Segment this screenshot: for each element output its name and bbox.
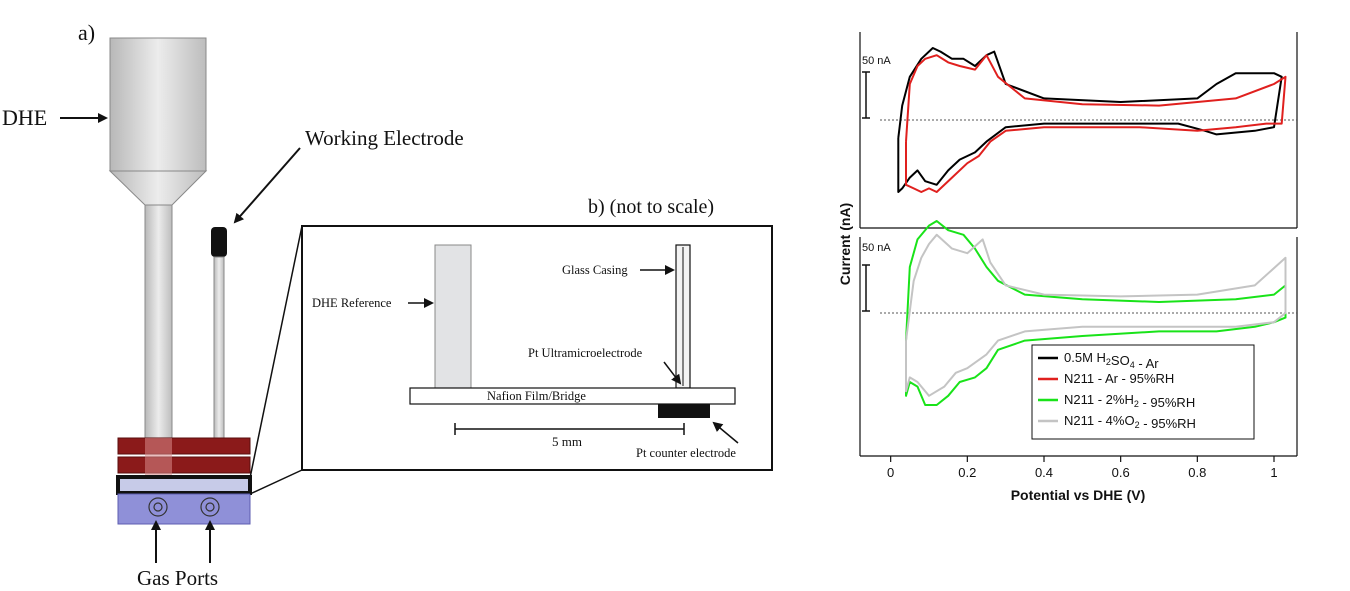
glass-casing-label: Glass Casing	[562, 263, 628, 277]
legend-label-3: N211 - 4%O2 - 95%RH	[1064, 413, 1196, 431]
pt-ultramicroelectrode-arrow	[663, 361, 682, 385]
pt-counter-electrode	[658, 404, 710, 418]
working-electrode-cap	[211, 227, 227, 257]
x-tick-label-4: 0.8	[1188, 465, 1206, 480]
gas-port-right	[200, 497, 220, 517]
dhe-reference-column	[434, 244, 472, 389]
panel-a: a) DHE Working Electrode Gas Ports	[2, 20, 464, 590]
gas-ports-label: Gas Ports	[137, 566, 218, 590]
gas-port-right-inner	[205, 502, 215, 512]
gas-chamber-block	[117, 493, 251, 525]
x-tick-label-5: 1	[1270, 465, 1277, 480]
dhe-taper	[108, 170, 208, 206]
panel-b-title: b) (not to scale)	[588, 196, 714, 218]
holder-plate-middle	[117, 456, 251, 474]
sample-clamp	[116, 475, 252, 495]
panel-b: b) (not to scale) DHE Reference Glass Ca…	[301, 196, 773, 471]
gas-port-left	[148, 497, 168, 517]
pt-counter-label: Pt counter electrode	[636, 446, 736, 460]
legend-label-0: 0.5M H2SO4 - Ar	[1064, 350, 1159, 371]
dhe-label: DHE	[2, 105, 47, 130]
series-layer	[897, 47, 1287, 406]
x-tick-layer: 0 0.2 0.4 0.6 0.8 1	[887, 456, 1278, 480]
pt-counter-arrow	[712, 421, 739, 444]
x-tick-label-3: 0.6	[1112, 465, 1130, 480]
legend-label-2: N211 - 2%H2 - 95%RH	[1064, 392, 1195, 410]
lower-scale-bar-label: 50 nA	[862, 242, 891, 254]
y-axis-label: Current (nA)	[837, 203, 853, 285]
gas-port-left-inner	[153, 502, 163, 512]
dhe-cylinder	[109, 37, 207, 172]
cv-series-1-1	[905, 233, 1287, 397]
x-tick-label-0: 0	[887, 465, 894, 480]
cv-series-1-0	[905, 220, 1287, 406]
panel-a-label: a)	[78, 20, 95, 45]
working-electrode-arrow	[233, 147, 301, 224]
working-electrode-label: Working Electrode	[305, 126, 464, 150]
pt-ultramicroelectrode-label: Pt Ultramicroelectrode	[528, 346, 643, 360]
cv-series-0-0	[897, 47, 1283, 193]
zoom-line-top	[249, 225, 303, 479]
working-electrode-rod	[213, 256, 225, 448]
holder-plate-top	[117, 437, 251, 455]
x-tick-label-1: 0.2	[958, 465, 976, 480]
dhe-stem	[144, 204, 173, 449]
scale-bar-label: 5 mm	[552, 434, 582, 449]
legend-box	[1031, 344, 1255, 440]
nafion-film	[409, 387, 736, 405]
upper-scale-bar-label: 50 nA	[862, 55, 891, 67]
cv-chart: 50 nA 50 nA 0 0.2 0.4 0.6 0.8 1 Potential vs …	[837, 32, 1298, 503]
dhe-stem-overlay	[145, 438, 172, 478]
nafion-film-label: Nafion Film/Bridge	[487, 389, 586, 403]
legend-label-1: N211 - Ar - 95%RH	[1064, 371, 1174, 386]
cv-series-0-1	[905, 54, 1287, 193]
dhe-reference-label: DHE Reference	[312, 296, 392, 310]
zoom-line-bottom	[249, 469, 303, 495]
x-tick-label-2: 0.4	[1035, 465, 1053, 480]
x-axis-label: Potential vs DHE (V)	[1011, 487, 1146, 503]
